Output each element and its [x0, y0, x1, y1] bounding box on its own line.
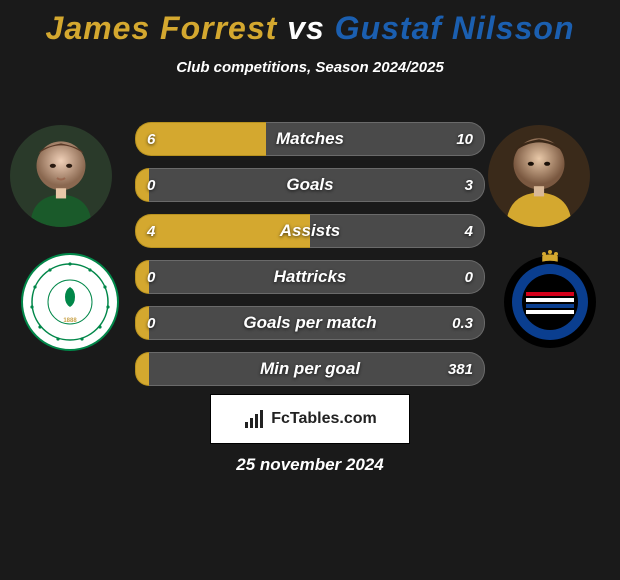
vs-text: vs	[287, 10, 325, 46]
stat-row-goals-per-match: 0 0.3 Goals per match	[135, 306, 485, 340]
player2-avatar	[488, 125, 590, 227]
stat-label: Hattricks	[274, 267, 347, 287]
stat-row-hattricks: 0 0 Hattricks	[135, 260, 485, 294]
stat-left-value: 0	[147, 315, 155, 332]
subtitle: Club competitions, Season 2024/2025	[0, 59, 620, 76]
stat-row-min-per-goal: 381 Min per goal	[135, 352, 485, 386]
stat-row-matches: 6 10 Matches	[135, 122, 485, 156]
club1-logo: 1888	[20, 252, 120, 352]
stat-right-value: 3	[465, 177, 473, 194]
stat-label: Goals per match	[243, 313, 376, 333]
player1-name: James Forrest	[46, 10, 278, 46]
stat-right-value: 0.3	[452, 315, 473, 332]
svg-text:CLUB BRUGGE K.V.: CLUB BRUGGE K.V.	[500, 250, 567, 252]
stat-right-value: 381	[448, 361, 473, 378]
stat-right-value: 10	[456, 131, 473, 148]
stat-left-value: 0	[147, 177, 155, 194]
stat-left-value: 4	[147, 223, 155, 240]
stat-right-value: 4	[465, 223, 473, 240]
comparison-bars: 6 10 Matches 0 3 Goals 4 4 Assists 0 0 Hattricks 0 0.…	[135, 122, 485, 398]
stat-row-goals: 0 3 Goals	[135, 168, 485, 202]
stat-right-value: 0	[465, 269, 473, 286]
stat-left-value: 6	[147, 131, 155, 148]
player1-avatar	[10, 125, 112, 227]
club2-logo: CLUB BRUGGE K.V.	[500, 250, 600, 350]
player2-name: Gustaf Nilsson	[335, 10, 575, 46]
svg-text:1888: 1888	[63, 318, 77, 324]
brand-icon	[243, 408, 265, 430]
stat-label: Min per goal	[260, 359, 360, 379]
page-title: James Forrest vs Gustaf Nilsson	[0, 0, 620, 47]
date-label: 25 november 2024	[236, 455, 383, 475]
stat-row-assists: 4 4 Assists	[135, 214, 485, 248]
brand-text: FcTables.com	[271, 410, 377, 428]
stat-label: Matches	[276, 129, 344, 149]
stat-label: Goals	[286, 175, 333, 195]
stat-left-value: 0	[147, 269, 155, 286]
stat-label: Assists	[280, 221, 340, 241]
bar-left	[135, 352, 149, 386]
brand-badge: FcTables.com	[210, 394, 410, 444]
